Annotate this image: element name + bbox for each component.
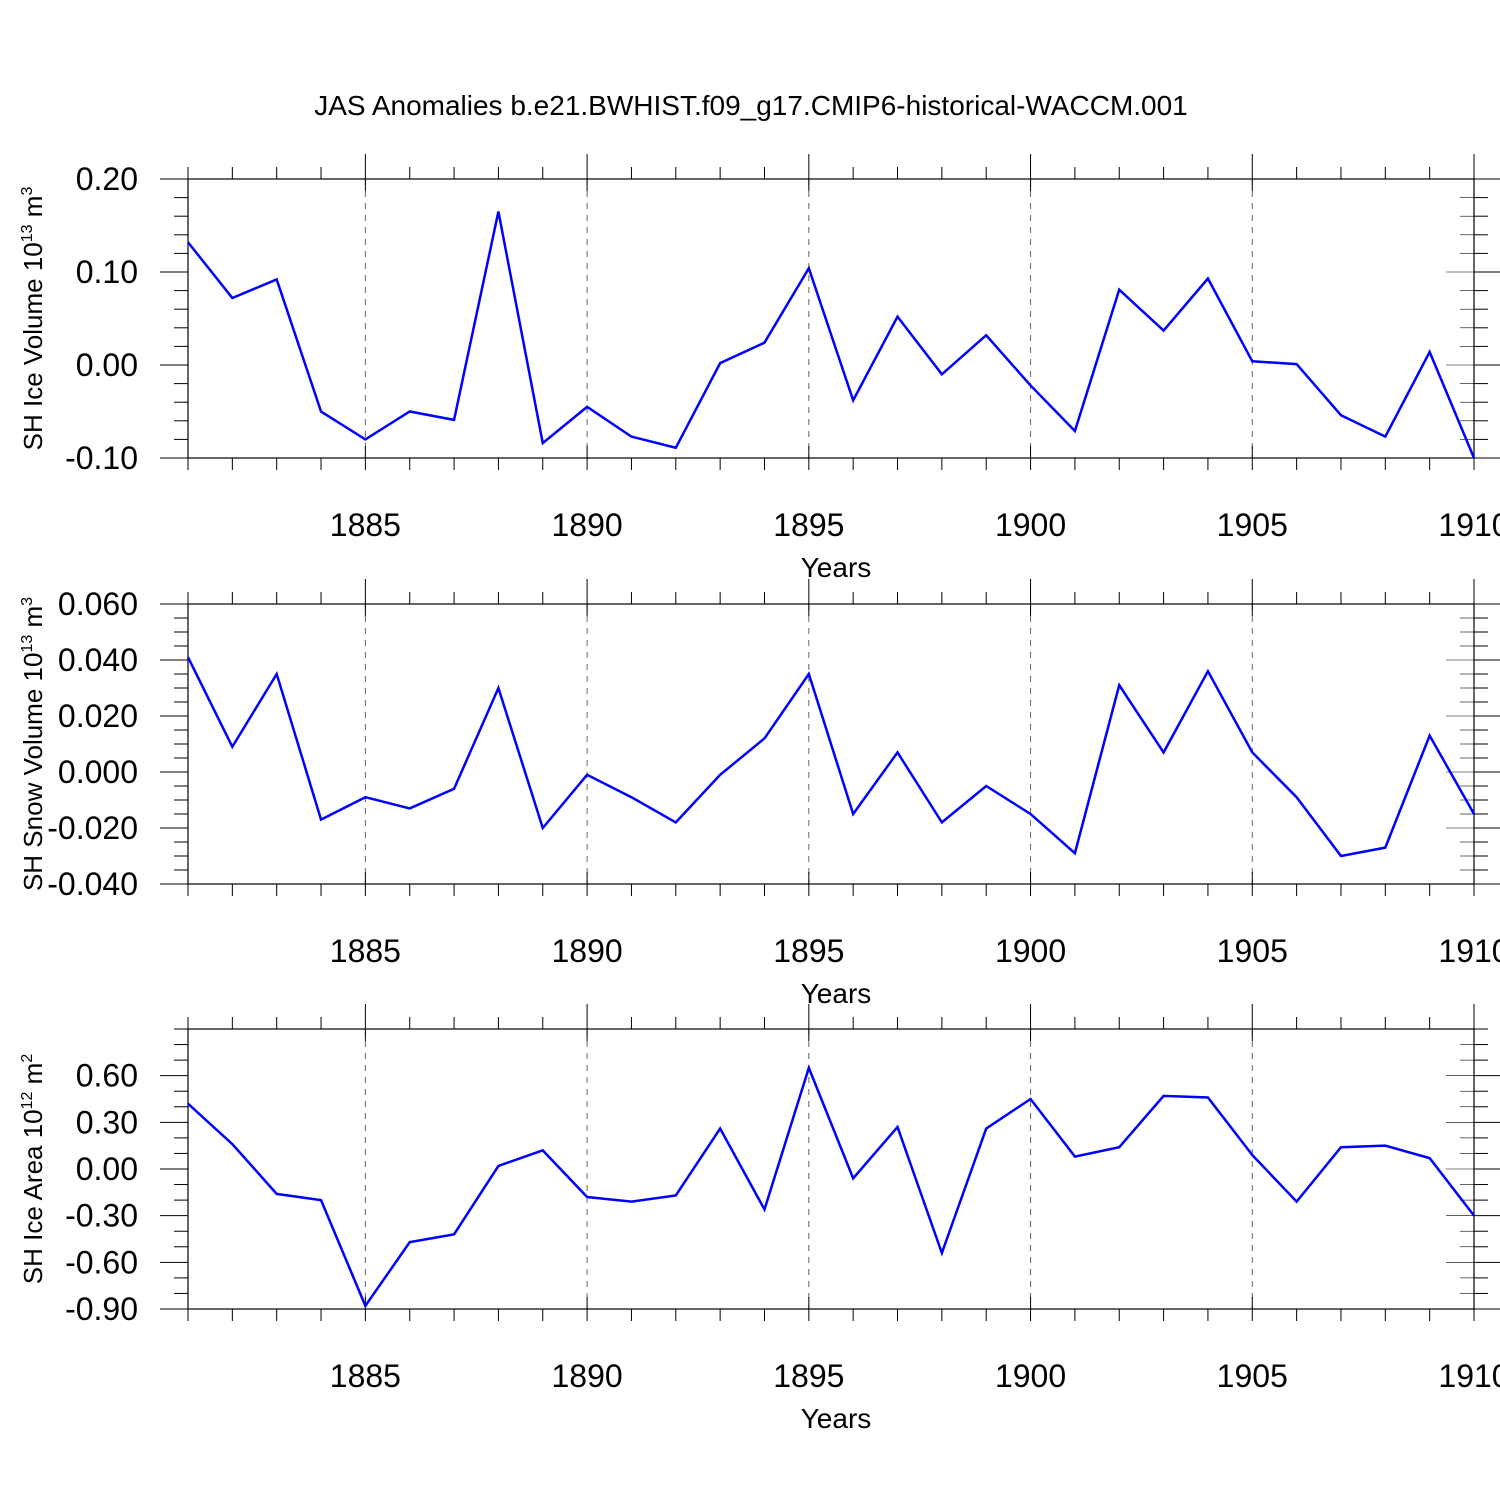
y-tick-label: 0.020 — [58, 698, 138, 734]
y-tick-label: 0.20 — [76, 161, 138, 197]
y-axis-label-superscript: 13 — [19, 224, 36, 242]
y-tick-label: 0.30 — [76, 1104, 138, 1140]
y-axis-label-superscript: 12 — [19, 1091, 36, 1109]
x-tick-label: 1890 — [552, 1358, 623, 1394]
y-tick-label: 0.10 — [76, 254, 138, 290]
x-tick-label: 1885 — [330, 507, 401, 543]
x-axis-label: Years — [801, 552, 872, 583]
y-tick-label: -0.10 — [65, 440, 138, 476]
chart-title: JAS Anomalies b.e21.BWHIST.f09_g17.CMIP6… — [314, 90, 1188, 121]
y-tick-label: 0.040 — [58, 642, 138, 678]
y-axis-label-part: m — [18, 606, 48, 635]
y-tick-label: -0.90 — [65, 1291, 138, 1327]
x-tick-label: 1905 — [1217, 933, 1288, 969]
series-line — [187, 1064, 1475, 1309]
series-line — [187, 211, 1476, 459]
y-tick-label: 0.060 — [58, 586, 138, 622]
y-tick-label: -0.30 — [65, 1198, 138, 1234]
x-tick-label: 1890 — [552, 933, 623, 969]
panels-container: 1885 1890 1895 1900 1905 1910 -0.10 0.00 0.10 0.2… — [18, 154, 1500, 1434]
x-tick-label: 1895 — [773, 1358, 844, 1394]
x-tick-label: 1900 — [995, 1358, 1066, 1394]
x-tick-label: 1885 — [330, 1358, 401, 1394]
y-axis-label-superscript: 3 — [19, 597, 36, 606]
y-tick-label: 0.00 — [76, 1151, 138, 1187]
x-tick-label: 1900 — [995, 933, 1066, 969]
y-tick-label: 0.00 — [76, 347, 138, 383]
x-axis-label: Years — [801, 978, 872, 1009]
y-axis-label: SH Snow Volume 1013 m3 — [18, 597, 48, 891]
y-axis-label-superscript: 13 — [19, 635, 36, 653]
y-tick-label: -0.020 — [47, 810, 138, 846]
x-tick-label: 1905 — [1217, 507, 1288, 543]
y-axis-label-part: SH Ice Area 10 — [18, 1109, 48, 1284]
y-tick-label: 0.60 — [76, 1058, 138, 1094]
x-tick-label: 1910 — [1438, 933, 1500, 969]
y-tick-label: 0.000 — [58, 754, 138, 790]
series-line — [186, 656, 1476, 858]
y-axis-label-part: m — [18, 1063, 48, 1092]
y-axis-label-superscript: 3 — [19, 187, 36, 196]
y-axis-label-superscript: 2 — [19, 1054, 36, 1063]
plot-frame — [187, 178, 1475, 459]
x-tick-label: 1910 — [1438, 1358, 1500, 1394]
y-tick-label: -0.040 — [47, 866, 138, 902]
x-tick-label: 1905 — [1217, 1358, 1288, 1394]
x-tick-label: 1910 — [1438, 507, 1500, 543]
panel-1: 1885 1890 1895 1900 1905 1910 -0.10 0.00 0.10 0.2… — [18, 154, 1500, 583]
x-tick-label: 1895 — [773, 933, 844, 969]
y-axis-label: SH Ice Area 1012 m2 — [18, 1054, 48, 1285]
y-axis-label-part: m — [18, 196, 48, 225]
panel-2: 1885 1890 1895 1900 1905 1910 -0.040 -0.020 0.00… — [18, 579, 1500, 1009]
x-axis-label: Years — [801, 1403, 872, 1434]
x-tick-label: 1895 — [773, 507, 844, 543]
y-axis-label: SH Ice Volume 1013 m3 — [18, 187, 48, 451]
y-axis-label-part: SH Ice Volume 10 — [18, 242, 48, 450]
x-tick-label: 1890 — [552, 507, 623, 543]
panel-3: 1885 1890 1895 1900 1905 1910 -0.90 -0.60 -0.30 0… — [18, 1004, 1500, 1434]
x-tick-label: 1885 — [330, 933, 401, 969]
y-axis-label-part: SH Snow Volume 10 — [18, 653, 48, 891]
y-tick-label: -0.60 — [65, 1244, 138, 1280]
x-tick-label: 1900 — [995, 507, 1066, 543]
